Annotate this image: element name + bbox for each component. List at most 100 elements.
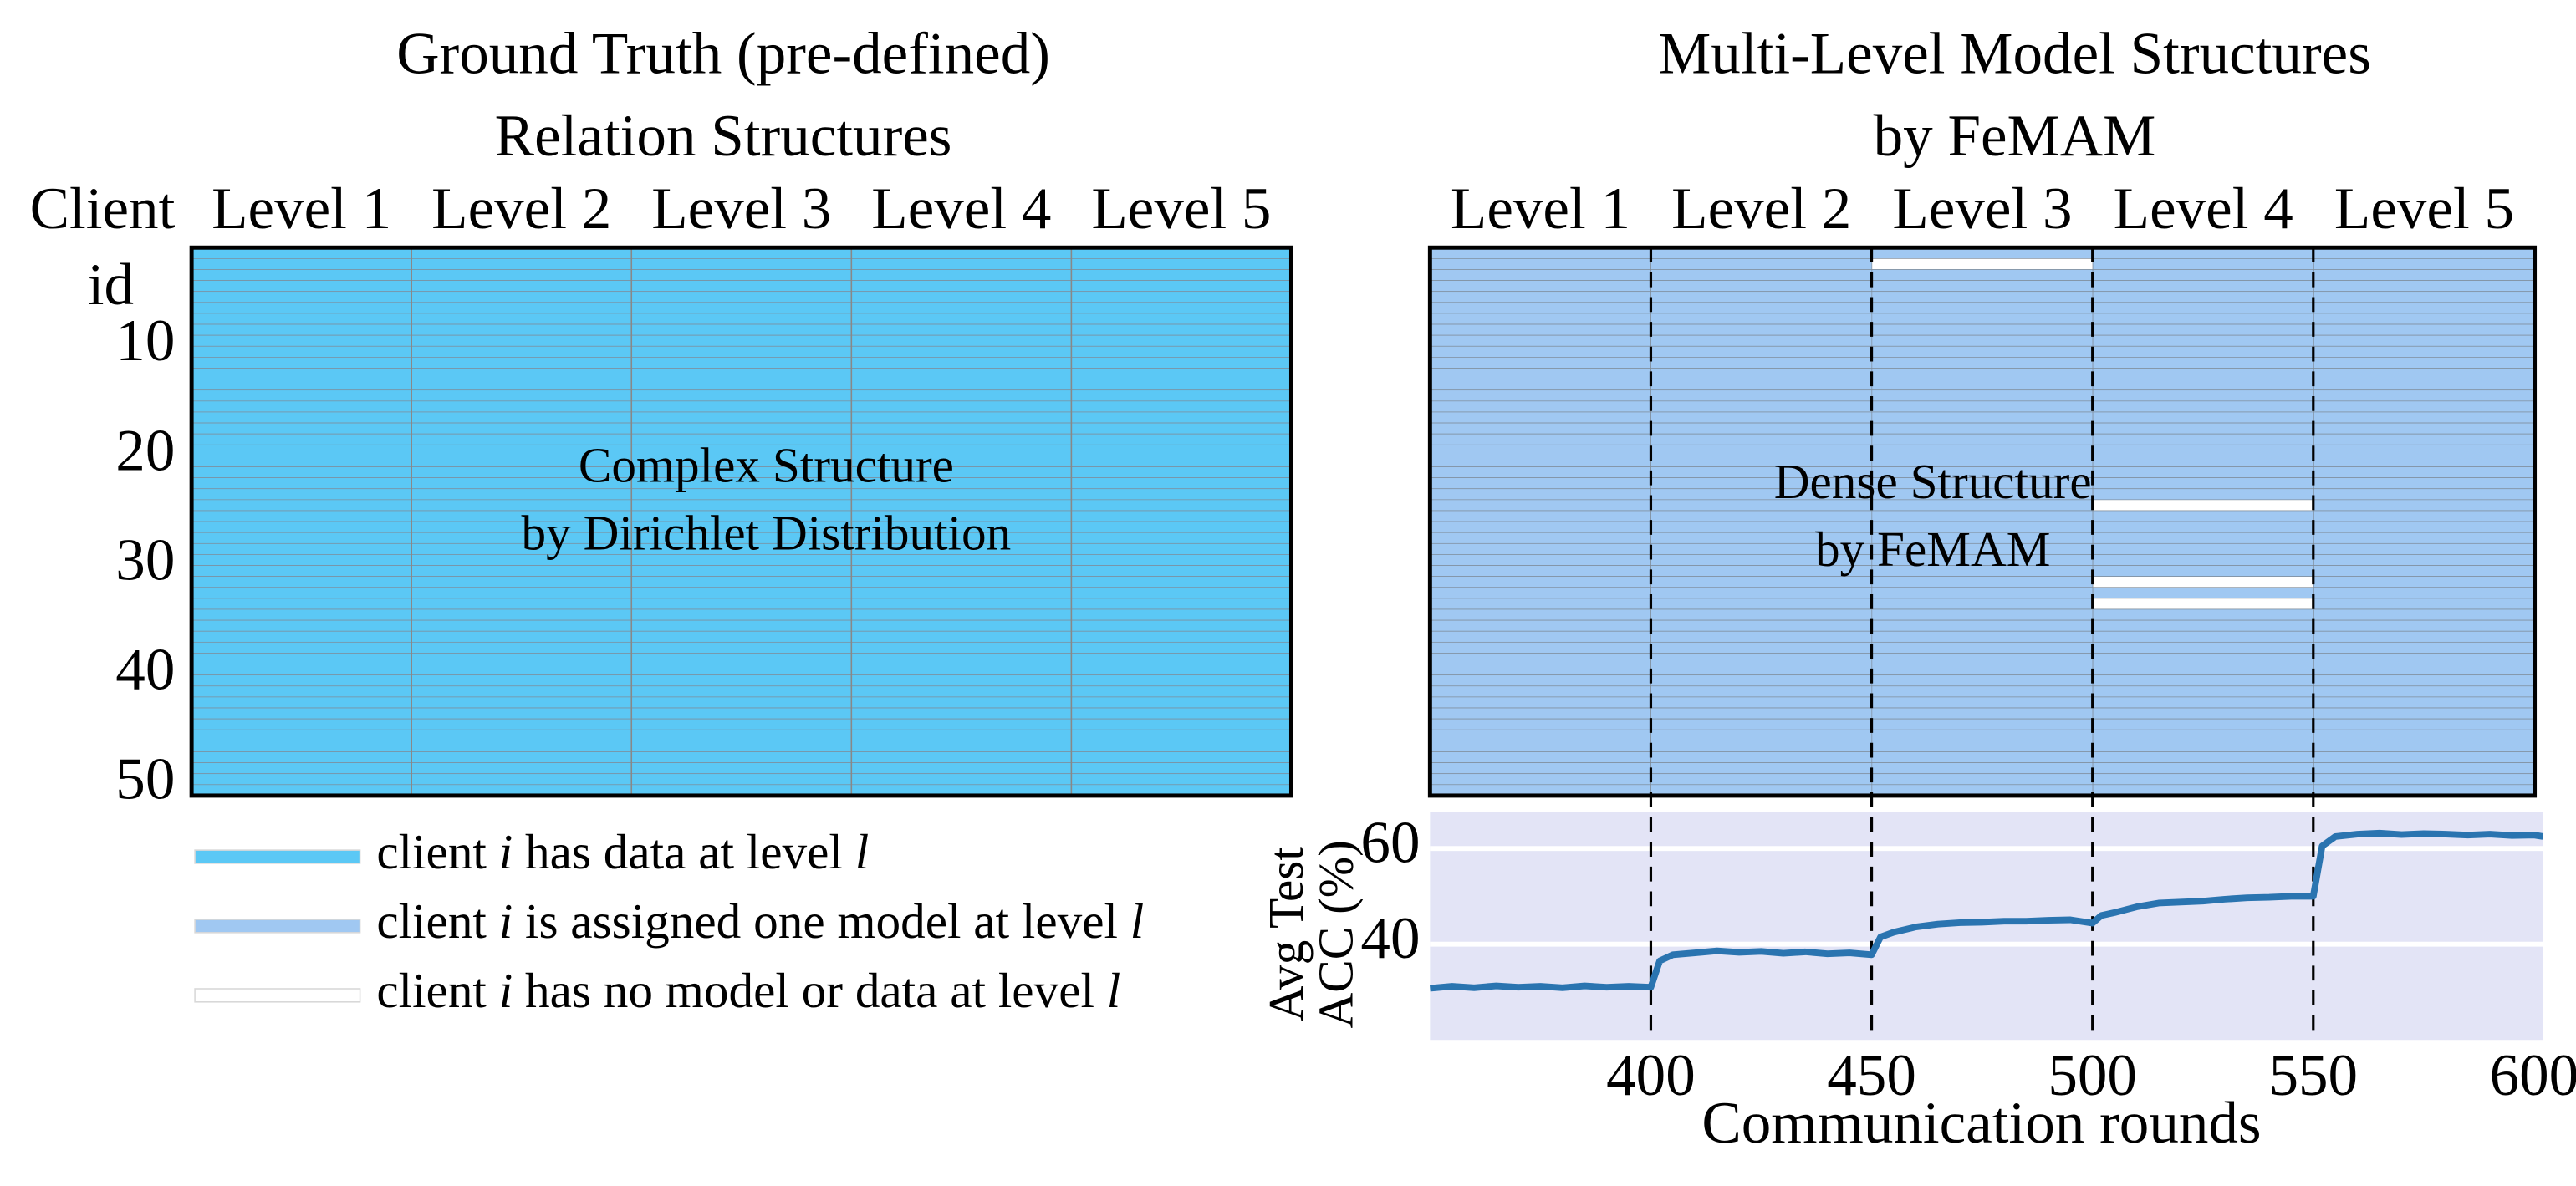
legend-text-part: client [376, 893, 498, 949]
cell [2092, 619, 2314, 632]
cell [2313, 444, 2535, 456]
cell [850, 641, 1072, 654]
cell [1871, 576, 2094, 588]
cell [1871, 379, 2094, 391]
cell [191, 368, 412, 379]
cell [2092, 379, 2314, 391]
cell [1871, 729, 2094, 741]
cell [191, 619, 412, 632]
cell [1650, 258, 1873, 270]
x-tick-label: 400 [1606, 1043, 1696, 1108]
cell [1650, 718, 1873, 730]
legend-text-part: has no model or data at level [513, 962, 1107, 1017]
cell [2092, 598, 2314, 610]
cell [1871, 433, 2094, 445]
legend-text-part: l [1107, 962, 1120, 1017]
cell [2092, 707, 2314, 720]
cell [2092, 477, 2314, 490]
cell [630, 302, 852, 314]
cell [1429, 368, 1651, 379]
cell [1429, 345, 1651, 358]
cell [2092, 433, 2314, 445]
cell [2092, 587, 2314, 599]
cell [2313, 696, 2535, 709]
cell [1071, 334, 1292, 347]
cell [2313, 532, 2535, 544]
level-header: Level 1 [212, 176, 391, 242]
legend-text-part: l [1130, 893, 1144, 949]
cell [630, 741, 852, 752]
cell [411, 630, 632, 643]
cell [411, 368, 632, 379]
cell [1871, 608, 2094, 621]
cell [1871, 334, 2094, 347]
cell [411, 729, 632, 741]
cell [850, 587, 1072, 599]
cell [630, 258, 852, 270]
cell [191, 532, 412, 544]
cell [2092, 674, 2314, 687]
cell [1071, 707, 1292, 720]
y-tick-label: 30 [115, 527, 175, 593]
cell [1429, 280, 1651, 293]
cell [630, 411, 852, 424]
cell [1071, 313, 1292, 325]
cell [1429, 269, 1651, 281]
cell [2092, 718, 2314, 730]
cell [630, 587, 852, 599]
level-header: Level 1 [1451, 176, 1630, 242]
cell [411, 641, 632, 654]
cell [850, 630, 1072, 643]
cell [1871, 302, 2094, 314]
cell [191, 773, 412, 786]
cell [1071, 345, 1292, 358]
cell [850, 345, 1072, 358]
cell [2092, 269, 2314, 281]
cell [1871, 773, 2094, 786]
cell [2313, 302, 2535, 314]
legend-label: client i has no model or data at level l [376, 962, 1120, 1017]
y-tick-label: 60 [1360, 811, 1420, 876]
cell [1071, 389, 1292, 402]
cell [1071, 510, 1292, 522]
cell [2092, 488, 2314, 501]
cell [630, 400, 852, 413]
cell [191, 302, 412, 314]
cell [850, 653, 1072, 664]
cell [1871, 280, 2094, 293]
cell [2092, 762, 2314, 775]
cell [1429, 674, 1651, 687]
cell [191, 510, 412, 522]
cell [2313, 762, 2535, 775]
cell [1871, 313, 2094, 325]
cell [2092, 741, 2314, 752]
legend-swatch [194, 919, 361, 934]
cell [191, 422, 412, 435]
cell [630, 334, 852, 347]
y-tick-label: 40 [1360, 906, 1420, 971]
cell [191, 664, 412, 676]
legend-swatch [194, 988, 361, 1003]
cell [1071, 608, 1292, 621]
cell [1429, 379, 1651, 391]
cell [191, 729, 412, 741]
cell [1429, 488, 1651, 501]
cell [2092, 576, 2314, 588]
cell [1650, 368, 1873, 379]
cell [2092, 664, 2314, 676]
y-tick-label: 40 [115, 638, 175, 703]
cell [630, 368, 852, 379]
cell [1429, 773, 1651, 786]
cell [1650, 379, 1873, 391]
cell [1650, 619, 1873, 632]
cell [2313, 477, 2535, 490]
cell [411, 565, 632, 577]
cell [191, 389, 412, 402]
cell [2313, 630, 2535, 643]
cell [1429, 389, 1651, 402]
cell [1071, 587, 1292, 599]
cell [191, 576, 412, 588]
cell [630, 641, 852, 654]
accuracy-line [1430, 829, 2544, 992]
cell [191, 313, 412, 325]
